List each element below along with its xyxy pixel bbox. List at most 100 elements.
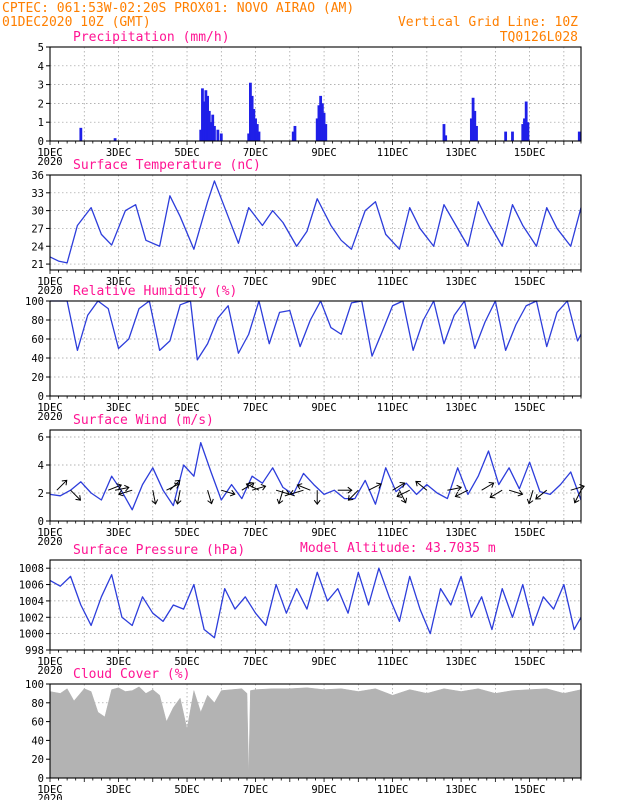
precip-bar [209,122,213,141]
y-tick-label: 4 [38,61,44,73]
x-tick-label: 9DEC [311,402,336,414]
precip-bar [469,118,473,141]
y-tick-label: 21 [31,259,44,271]
x-tick-label: 7DEC [243,147,268,159]
precip-bar [204,90,208,141]
wind-arrow [221,489,235,495]
wind-arrow-head [276,498,284,505]
panel-temp: Surface Temperature (nC) 21 24 27 30 33 36 1DEC… [31,158,582,297]
precip-bar [317,105,321,141]
x-tick-label: 5DEC [174,276,199,288]
precip-bar [252,109,256,141]
wind-arrow [415,481,428,491]
x-tick-label: 3DEC [106,656,131,668]
panel-rh: Relative Humidity (%) 0 20 40 60 80 100 1DEC 3DE… [25,284,582,423]
precip-bar [247,133,251,141]
x-year-label: 2020 [37,411,62,423]
precip-bar [315,118,319,141]
panel-title-press: Surface Pressure (hPa) [73,543,245,558]
wind-arrow [489,489,503,498]
panel-title-wind: Surface Wind (m/s) [73,413,214,428]
wind-arrow [297,484,311,491]
panel-press: Surface Pressure (hPa) 998 1000 1002 1004 100… [19,543,582,677]
wind-arrow [289,489,304,495]
precip-bar [524,101,528,141]
precip-bar [254,118,257,141]
series-line-rh [50,300,582,361]
x-tick-label: 1DEC [37,656,62,668]
wind-arrow-head [61,479,68,486]
precip-bar [202,101,206,141]
wind-arrow [570,485,585,491]
wind-arrow-head [174,479,181,486]
header-vertical-grid-line: Vertical Grid Line: 10Z [398,15,578,30]
precip-bar [523,118,526,141]
y-tick-label: 1004 [19,596,44,608]
x-tick-label: 1DEC [37,527,62,539]
y-tick-label: 6 [38,432,44,444]
wind-arrow [169,479,181,491]
y-tick-label: 1008 [19,563,44,575]
y-tick-label: 40 [31,353,44,365]
x-tick-label: 3DEC [106,147,131,159]
x-tick-label: 13DEC [445,276,477,288]
x-tick-label: 7DEC [243,276,268,288]
precip-bar [255,124,259,141]
wind-arrow [368,483,382,491]
y-tick-label: 100 [25,679,44,691]
precip-bar [213,125,216,141]
x-tick-label: 11DEC [377,656,409,668]
x-tick-label: 5DEC [174,527,199,539]
precip-bar [201,88,204,141]
x-tick-label: 1DEC [37,276,62,288]
precip-bar [471,97,475,141]
y-tick-label: 1002 [19,612,44,624]
x-tick-label: 13DEC [445,656,477,668]
wind-arrow-head [517,489,524,497]
wind-arrow [176,490,181,505]
y-tick-label: 33 [31,188,44,200]
y-tick-label: 24 [31,241,44,253]
x-tick-label: 7DEC [243,656,268,668]
x-tick-label: 9DEC [311,527,336,539]
panel-cloud: Cloud Cover (%) 0 20 40 60 80 100 1DEC 3DEC 5DEC 7… [25,667,582,800]
wind-arrow-head [260,483,267,491]
x-year-label: 2020 [37,156,62,168]
wind-arrow [528,490,534,504]
precip-bar [113,138,117,141]
model-altitude-label: Model Altitude: 43.7035 m [300,541,496,556]
x-tick-label: 5DEC [174,784,199,796]
wind-arrow-head [400,497,408,504]
x-year-label: 2020 [37,285,62,297]
series-line-wind [49,441,582,511]
x-tick-label: 3DEC [106,276,131,288]
panel-title-temp: Surface Temperature (nC) [73,158,261,173]
x-tick-label: 15DEC [514,527,546,539]
precip-bar [206,95,209,141]
y-tick-label: 36 [31,170,44,182]
x-tick-label: 1DEC [37,147,62,159]
wind-arrow [207,490,213,504]
panel-title-precip: Precipitation (mm/h) [73,30,230,45]
wind-arrow-head [573,497,580,504]
y-tick-label: 0 [38,391,44,403]
y-tick-label: 3 [38,80,44,92]
y-tick-label: 40 [31,735,44,747]
wind-arrow-head [488,481,495,488]
y-tick-label: 60 [31,717,44,729]
y-tick-label: 0 [38,516,44,528]
x-tick-label: 15DEC [514,276,546,288]
wind-arrow [535,489,548,500]
y-tick-label: 60 [31,334,44,346]
y-tick-label: 1006 [19,580,44,592]
wind-arrow-head [174,499,182,505]
precip-bar [291,131,295,141]
wind-arrow [481,482,494,491]
precip-bar [577,131,581,141]
precip-bar [473,110,477,141]
y-tick-label: 20 [31,754,44,766]
y-tick-label: 100 [25,296,44,308]
wind-arrow [251,485,266,491]
precip-bar [293,125,297,141]
y-tick-label: 20 [31,372,44,384]
